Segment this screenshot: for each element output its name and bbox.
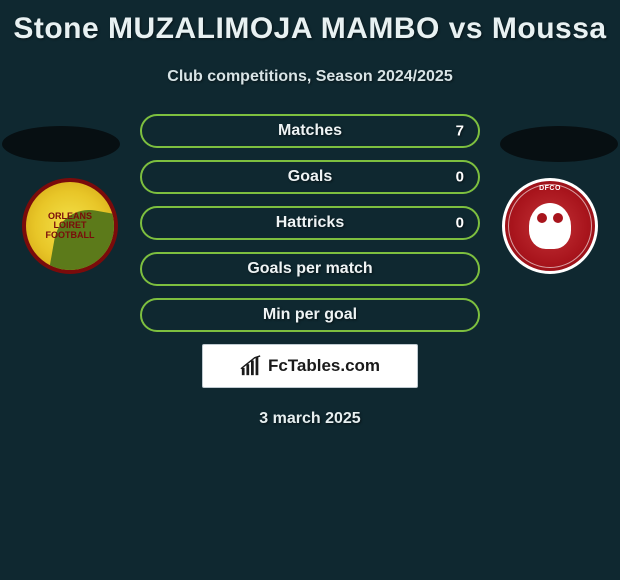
stat-value-right: 0 (456, 215, 464, 232)
stat-value-right: 7 (456, 123, 464, 140)
stat-bar: Min per goal (140, 298, 480, 332)
club-badge-left: ORLEANS LOIRET FOOTBALL (22, 178, 118, 274)
bar-chart-icon (240, 355, 262, 377)
page-title: Stone MUZALIMOJA MAMBO vs Moussa (0, 0, 620, 46)
shadow-ellipse-right (500, 126, 618, 162)
stat-value-right: 0 (456, 169, 464, 186)
badge-right-text: DFCO (539, 185, 561, 192)
stat-label: Goals (288, 168, 332, 186)
stats-bars: Matches 7 Goals 0 Hattricks 0 Goals per … (140, 114, 480, 332)
badge-left-text-bot: FOOTBALL (46, 231, 95, 240)
comparison-stage: ORLEANS LOIRET FOOTBALL DFCO Matches 7 G… (0, 114, 620, 332)
stat-label: Min per goal (263, 306, 357, 324)
stat-label: Hattricks (276, 214, 344, 232)
subtitle: Club competitions, Season 2024/2025 (0, 68, 620, 86)
stat-bar: Goals 0 (140, 160, 480, 194)
brand-text: FcTables.com (268, 356, 380, 376)
badge-right-owl-icon (529, 203, 571, 249)
shadow-ellipse-left (2, 126, 120, 162)
stat-label: Matches (278, 122, 342, 140)
stat-bar: Matches 7 (140, 114, 480, 148)
stat-label: Goals per match (247, 260, 372, 278)
club-badge-right: DFCO (502, 178, 598, 274)
date-text: 3 march 2025 (0, 410, 620, 428)
stat-bar: Goals per match (140, 252, 480, 286)
brand-box: FcTables.com (202, 344, 418, 388)
stat-bar: Hattricks 0 (140, 206, 480, 240)
